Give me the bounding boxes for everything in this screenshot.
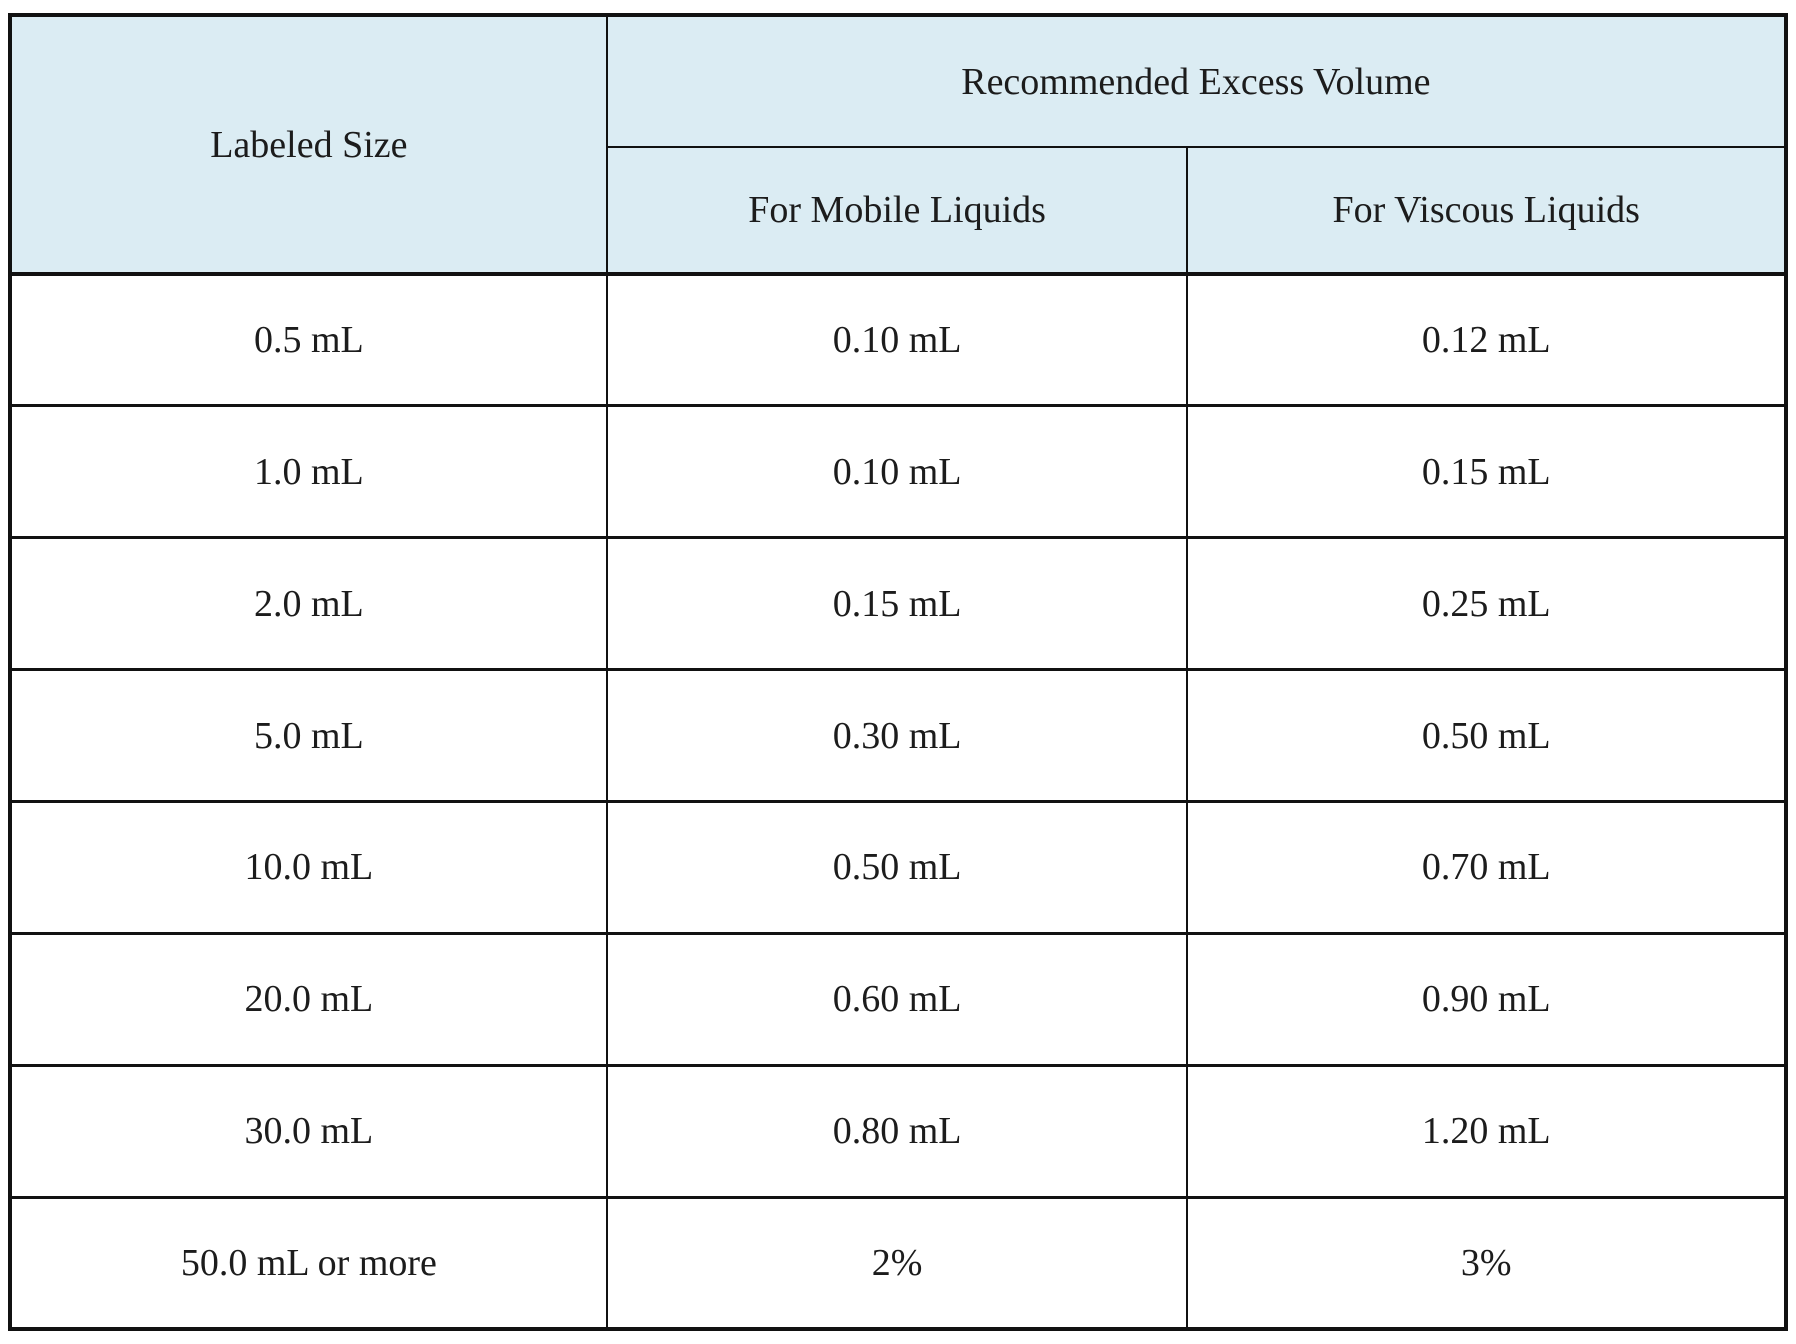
cell-mobile-value: 0.15 mL bbox=[605, 536, 1189, 672]
header-mobile-liquids: For Mobile Liquids bbox=[605, 146, 1189, 276]
table-row: 20.0 mL 0.60 mL 0.90 mL bbox=[9, 931, 1787, 1067]
table-row: 1.0 mL 0.10 mL 0.15 mL bbox=[9, 404, 1787, 540]
cell-viscous-value: 0.12 mL bbox=[1186, 272, 1787, 408]
cell-viscous-value: 0.90 mL bbox=[1186, 931, 1787, 1067]
cell-viscous-value: 0.15 mL bbox=[1186, 404, 1787, 540]
header-labeled-size: Labeled Size bbox=[9, 14, 608, 276]
cell-labeled-size: 2.0 mL bbox=[9, 536, 608, 672]
header-row-sub: For Mobile Liquids For Viscous Liquids bbox=[10, 146, 1787, 276]
cell-labeled-size: 1.0 mL bbox=[9, 404, 608, 540]
cell-labeled-size: 50.0 mL or more bbox=[9, 1195, 608, 1331]
cell-viscous-value: 3% bbox=[1186, 1195, 1787, 1331]
table-row: 10.0 mL 0.50 mL 0.70 mL bbox=[9, 800, 1787, 935]
cell-labeled-size: 30.0 mL bbox=[9, 1063, 608, 1199]
cell-viscous-value: 0.70 mL bbox=[1186, 800, 1787, 935]
cell-labeled-size: 10.0 mL bbox=[9, 800, 608, 935]
header-row-group: Labeled Size Recommended Excess Volume bbox=[9, 14, 1788, 276]
cell-mobile-value: 0.80 mL bbox=[605, 1063, 1189, 1199]
cell-labeled-size: 5.0 mL bbox=[9, 668, 608, 803]
cell-labeled-size: 20.0 mL bbox=[9, 931, 608, 1067]
cell-mobile-value: 0.10 mL bbox=[605, 272, 1189, 408]
cell-viscous-value: 1.20 mL bbox=[1186, 1063, 1787, 1199]
header-viscous-liquids: For Viscous Liquids bbox=[1186, 146, 1787, 276]
cell-labeled-size: 0.5 mL bbox=[9, 272, 608, 408]
table-row: 0.5 mL 0.10 mL 0.12 mL bbox=[9, 272, 1787, 408]
cell-viscous-value: 0.25 mL bbox=[1186, 536, 1787, 672]
table-row: 30.0 mL 0.80 mL 1.20 mL bbox=[9, 1063, 1787, 1199]
header-recommended-excess-volume: Recommended Excess Volume bbox=[605, 14, 1788, 148]
cell-mobile-value: 0.10 mL bbox=[605, 404, 1189, 540]
table-row: 50.0 mL or more 2% 3% bbox=[9, 1195, 1787, 1331]
table-row: 2.0 mL 0.15 mL 0.25 mL bbox=[9, 536, 1787, 672]
excess-volume-table: Labeled Size Recommended Excess Volume F… bbox=[8, 13, 1788, 1331]
cell-mobile-value: 0.50 mL bbox=[605, 800, 1189, 935]
cell-mobile-value: 0.30 mL bbox=[605, 668, 1189, 803]
cell-mobile-value: 2% bbox=[605, 1195, 1189, 1331]
cell-mobile-value: 0.60 mL bbox=[605, 931, 1189, 1067]
cell-viscous-value: 0.50 mL bbox=[1186, 668, 1787, 803]
table-row: 5.0 mL 0.30 mL 0.50 mL bbox=[9, 668, 1787, 803]
